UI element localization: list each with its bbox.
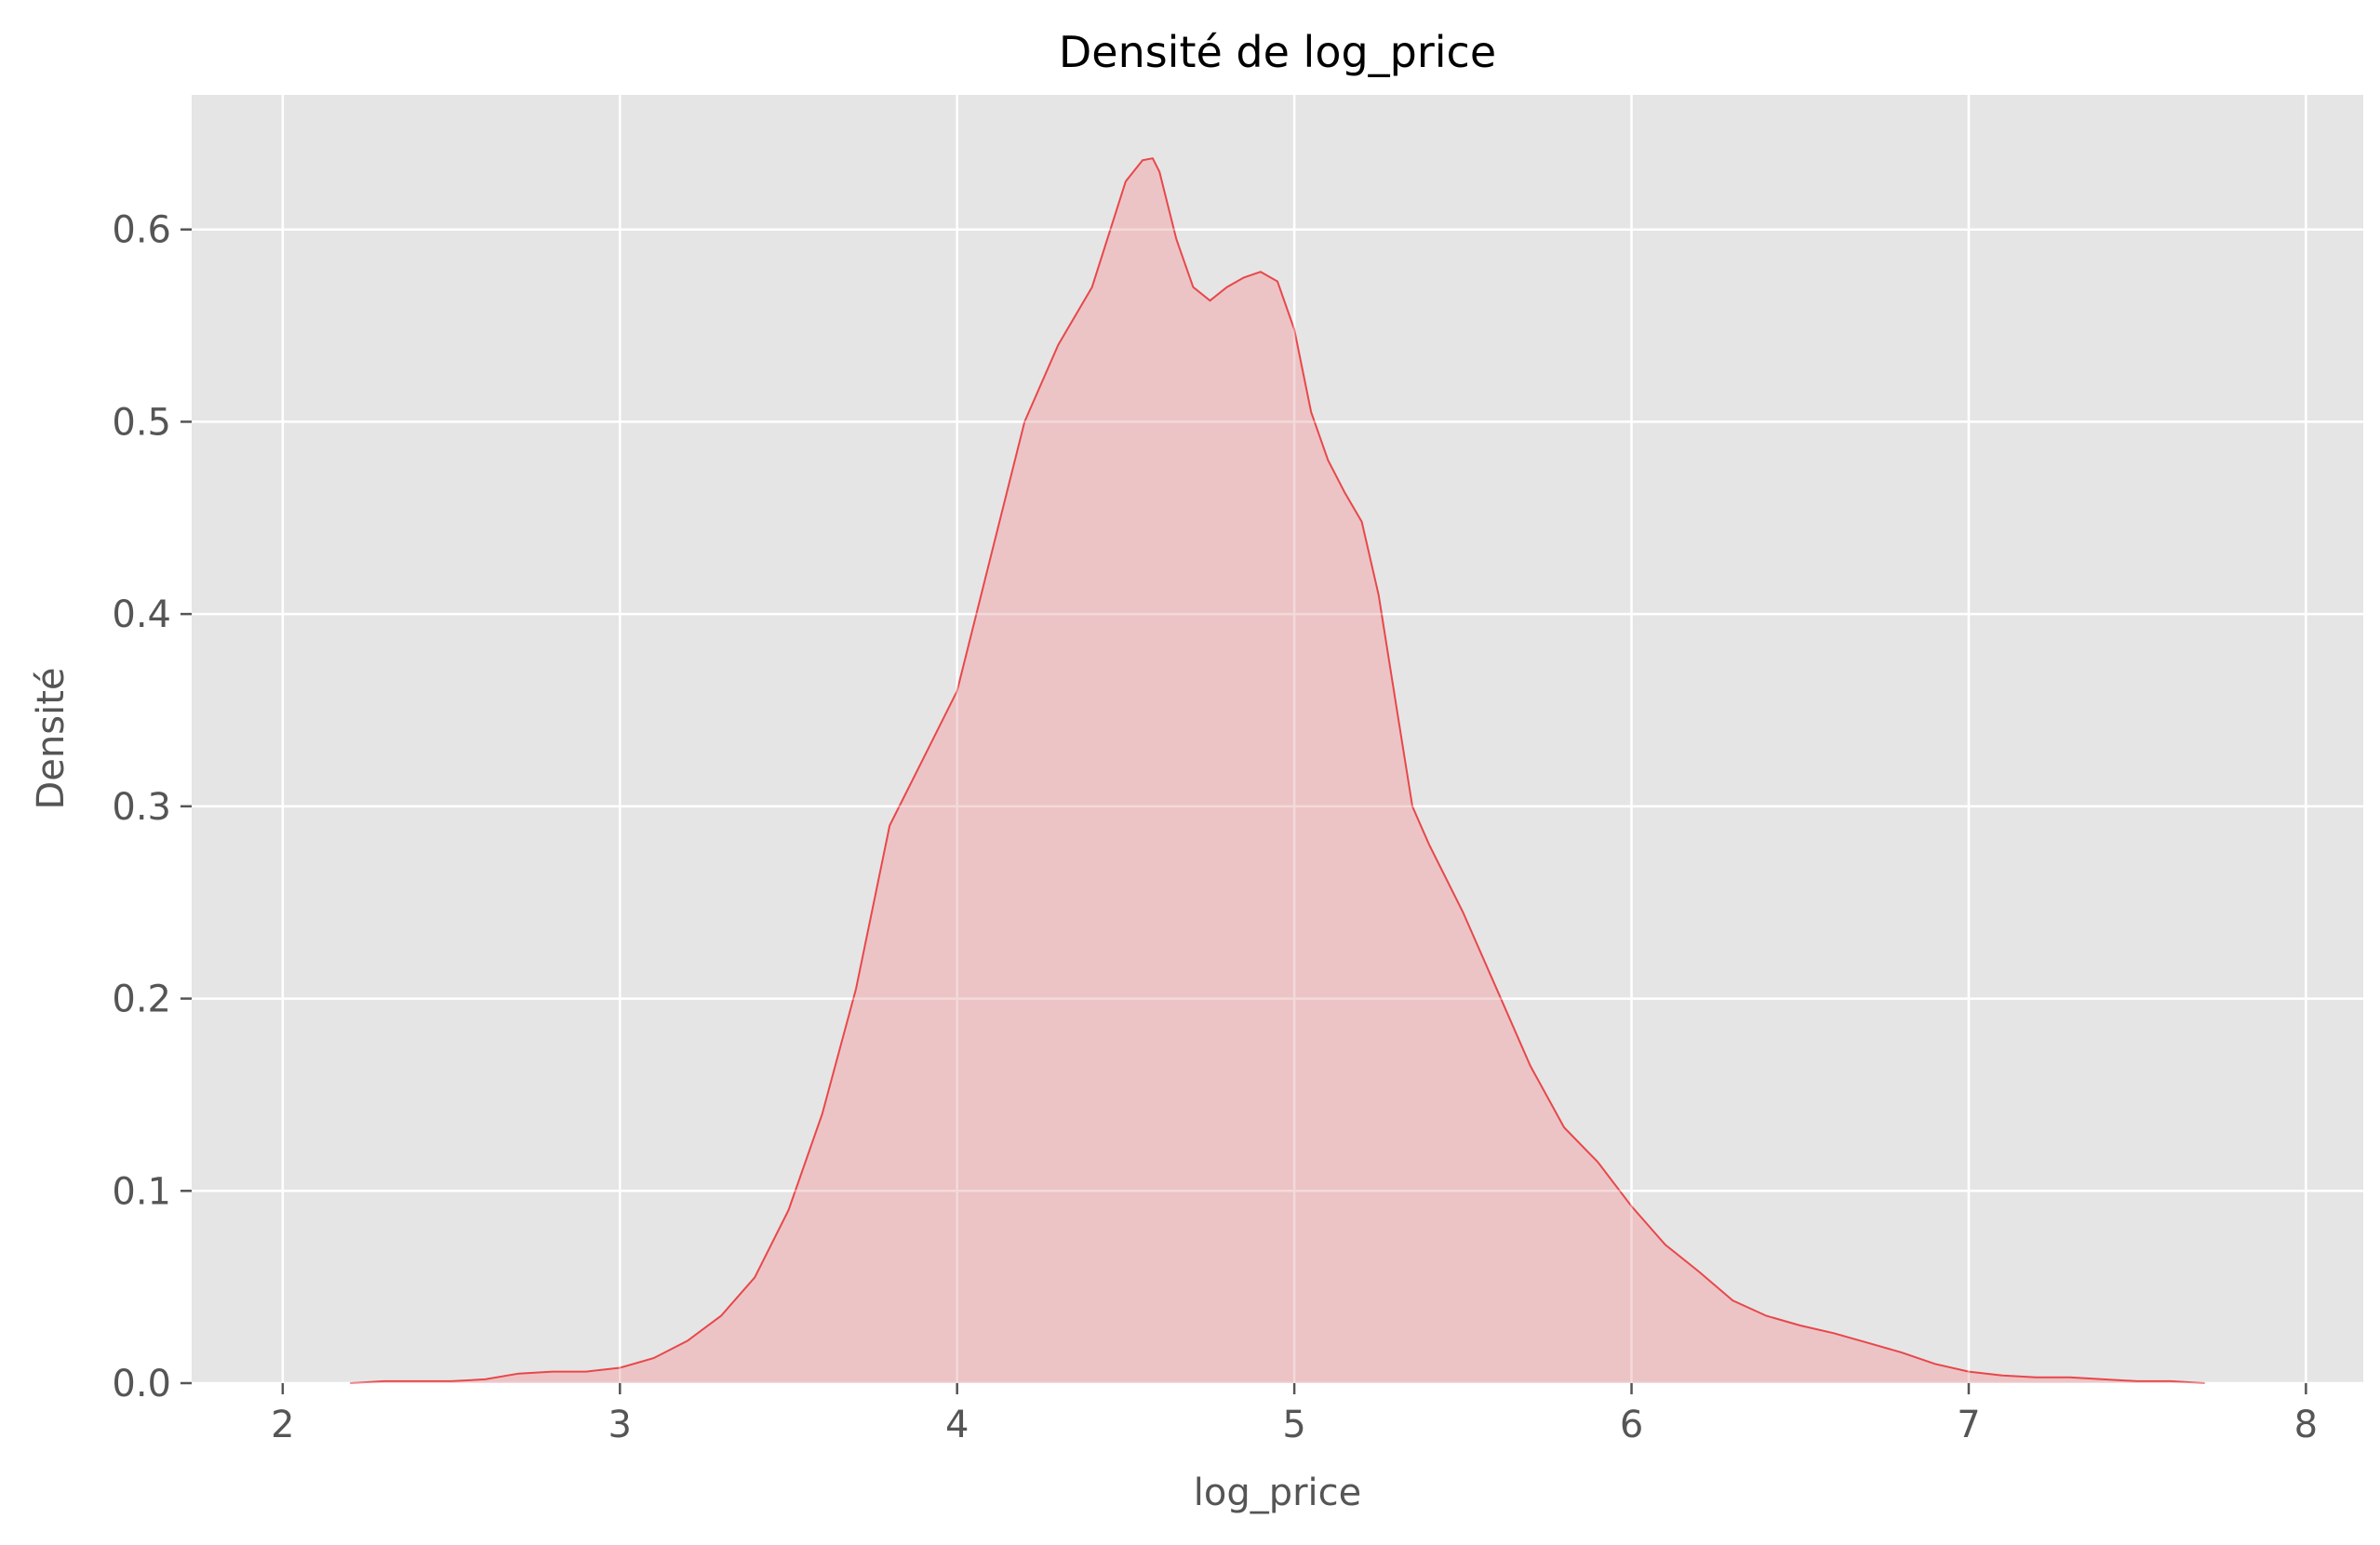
- y-axis: 0.0 0.1 0.2 0.3 0.4 0.5 0.6: [112, 209, 192, 1405]
- density-area: [350, 158, 2205, 1384]
- y-tick-label: 0.2: [112, 979, 171, 1021]
- y-tick-label: 0.0: [112, 1363, 171, 1405]
- x-axis: 2 3 4 5 6 7 8: [271, 1383, 2318, 1446]
- y-axis-label: Densité: [30, 667, 73, 809]
- y-tick-label: 0.3: [112, 786, 171, 829]
- chart-title: Densité de log_price: [1059, 27, 1496, 77]
- y-tick-label: 0.6: [112, 209, 171, 252]
- grid-overlay: [192, 95, 2363, 1385]
- x-tick-label: 7: [1957, 1404, 1980, 1446]
- y-tick-label: 0.1: [112, 1170, 171, 1213]
- density-line: [350, 157, 2205, 1384]
- x-axis-label: log_price: [1194, 1472, 1362, 1514]
- y-tick-label: 0.4: [112, 593, 171, 636]
- x-tick-label: 8: [2294, 1404, 2318, 1446]
- x-tick-label: 6: [1620, 1404, 1643, 1446]
- y-tick-label: 0.5: [112, 401, 171, 444]
- density-series: [192, 95, 2363, 1385]
- x-tick-label: 4: [945, 1404, 969, 1446]
- x-tick-label: 3: [608, 1404, 632, 1446]
- x-tick-label: 5: [1282, 1404, 1305, 1446]
- x-tick-label: 2: [271, 1404, 294, 1446]
